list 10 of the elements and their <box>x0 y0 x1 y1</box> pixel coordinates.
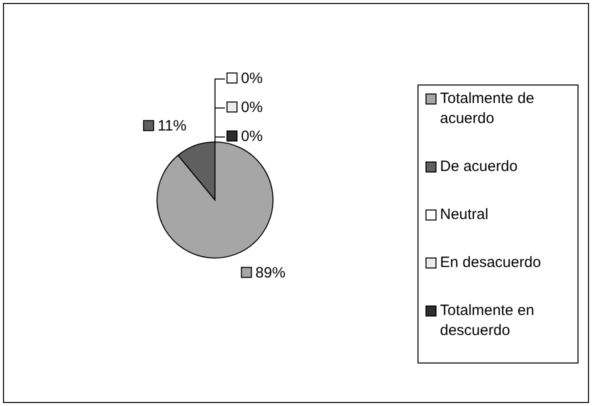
legend-label: Totalmente de acuerdo <box>440 90 534 127</box>
text: 0% <box>241 70 263 87</box>
legend-label: De acuerdo <box>440 158 518 175</box>
text: 0% <box>241 128 263 145</box>
text: 0% <box>241 99 263 116</box>
data-label: 11% <box>158 118 186 135</box>
legend-label: Neutral <box>440 206 488 223</box>
legend-label: Totalmente en descuerdo <box>440 302 534 339</box>
data-label: 89% <box>255 264 286 282</box>
legend-label: En desacuerdo <box>440 254 541 271</box>
